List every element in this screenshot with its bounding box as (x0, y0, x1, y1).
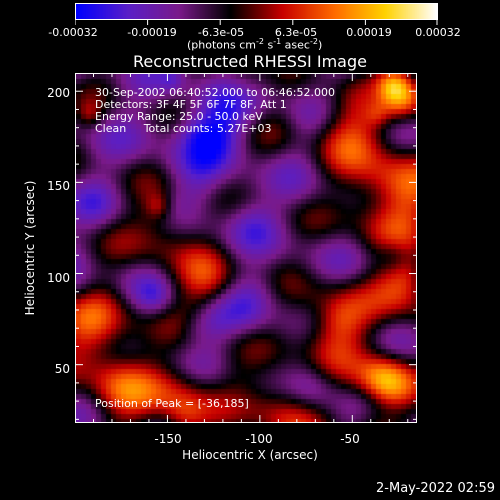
x-tick-label: -50 (340, 432, 360, 446)
y-tick-label: 100 (47, 271, 70, 285)
annotation-time-range: 30-Sep-2002 06:40:52.000 to 06:46:52.000 (95, 86, 335, 99)
colorbar-tick-label: 0.00032 (415, 26, 461, 39)
heatmap-image (76, 74, 416, 422)
annotation-energy-range: Energy Range: 25.0 - 50.0 keV (95, 110, 263, 123)
axis-ticks (75, 73, 417, 423)
y-tick-label: 200 (47, 86, 70, 100)
plot-timestamp: 2-May-2022 02:59 (376, 481, 495, 496)
y-axis-label: Heliocentric Y (arcsec) (23, 180, 37, 316)
y-tick-label: 150 (47, 179, 70, 193)
colorbar-ticks (75, 20, 438, 25)
annotation-peak-position: Position of Peak = [-36,185] (95, 397, 249, 410)
colorbar-tick-label: 6.3e-05 (274, 26, 318, 39)
y-tick-label: 50 (54, 362, 70, 376)
colorbar-tick-label: 0.00019 (346, 26, 392, 39)
plot-frame (75, 73, 417, 423)
colorbar-tick-label: -0.00019 (127, 26, 177, 39)
x-tick-label: -100 (245, 432, 273, 446)
chart-title: Reconstructed RHESSI Image (133, 52, 367, 71)
annotation-total-counts: Clean Total counts: 5.27E+03 (95, 122, 272, 135)
x-tick-label: -150 (154, 432, 182, 446)
annotation-detectors: Detectors: 3F 4F 5F 6F 7F 8F, Att 1 (95, 98, 287, 111)
colorbar (75, 3, 438, 20)
colorbar-units: (photons cm-2 s-1 asec-2) (187, 37, 323, 52)
x-axis-label: Heliocentric X (arcsec) (182, 448, 318, 462)
colorbar-tick-label: -6.3e-05 (197, 26, 245, 39)
colorbar-tick-label: -0.00032 (48, 26, 98, 39)
